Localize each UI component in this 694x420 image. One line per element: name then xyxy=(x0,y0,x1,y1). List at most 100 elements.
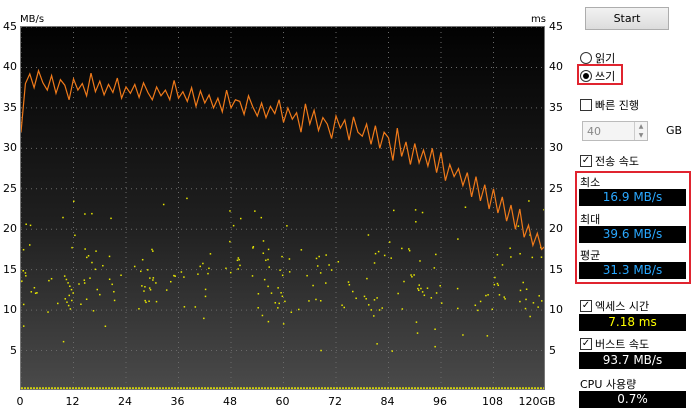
access-time-baseline-point xyxy=(408,387,410,389)
access-time-baseline-point xyxy=(117,387,119,389)
access-time-point xyxy=(391,350,393,352)
y-right-tick-label: 15 xyxy=(549,262,563,276)
access-time-point xyxy=(197,273,199,275)
access-time-baseline-point xyxy=(165,387,167,389)
access-time-point xyxy=(267,320,270,323)
burst-rate-check[interactable]: ✓ xyxy=(580,338,592,350)
access-time-point xyxy=(485,294,487,297)
access-time-point xyxy=(73,200,75,203)
start-button[interactable]: Start xyxy=(585,7,669,30)
access-time-point xyxy=(152,250,154,252)
access-time-point xyxy=(315,298,317,301)
stepper-arrows-icon[interactable]: ▲ ▼ xyxy=(634,122,647,140)
quick-scan-check[interactable] xyxy=(580,99,592,111)
access-time-baseline-point xyxy=(264,387,266,389)
access-time-point xyxy=(414,209,417,211)
transfer-rate-checkbox[interactable]: ✓ 전송 속도 xyxy=(580,153,639,169)
access-time-baseline-point xyxy=(27,387,29,389)
access-time-point xyxy=(72,292,74,294)
access-time-point xyxy=(133,265,136,268)
access-time-baseline-point xyxy=(198,387,200,389)
access-time-baseline-point xyxy=(318,387,320,389)
size-stepper[interactable]: 40 ▲ ▼ xyxy=(582,121,648,141)
access-time-baseline-point xyxy=(495,387,497,389)
access-time-baseline-point xyxy=(471,387,473,389)
access-time-baseline-point xyxy=(390,387,392,389)
access-time-point xyxy=(462,334,464,336)
access-time-baseline-point xyxy=(375,387,377,389)
access-time-baseline-point xyxy=(444,387,446,389)
read-radio-circle[interactable] xyxy=(580,52,592,64)
access-time-baseline-point xyxy=(48,387,50,389)
access-time-point xyxy=(383,254,386,257)
y-right-tick-label: 10 xyxy=(549,303,563,317)
access-time-baseline-point xyxy=(477,387,479,389)
access-time-baseline-point xyxy=(498,387,500,389)
access-time-baseline-point xyxy=(234,387,236,389)
access-time-baseline-point xyxy=(465,387,467,389)
access-time-baseline-point xyxy=(321,387,323,389)
access-time-point xyxy=(238,258,240,261)
access-time-point xyxy=(416,332,419,334)
access-time-point xyxy=(348,284,351,286)
access-time-baseline-point xyxy=(153,387,155,389)
access-time-point xyxy=(325,254,327,256)
transfer-rate-label: 전송 속도 xyxy=(595,155,639,168)
access-time-point xyxy=(417,289,420,292)
write-radio-circle[interactable] xyxy=(580,70,592,82)
size-value: 40 xyxy=(587,125,601,138)
access-time-point xyxy=(315,257,318,260)
access-time-point xyxy=(418,284,420,286)
access-time-point xyxy=(68,294,70,297)
access-time-point xyxy=(532,302,535,304)
y-left-tick-label: 15 xyxy=(3,262,17,276)
access-time-baseline-point xyxy=(204,387,206,389)
access-time-point xyxy=(148,300,150,303)
access-time-point xyxy=(543,208,544,211)
access-time-point xyxy=(312,284,314,287)
write-radio[interactable]: 쓰기 xyxy=(580,68,615,84)
access-time-baseline-point xyxy=(459,387,461,389)
access-time-point xyxy=(24,272,27,274)
access-time-point xyxy=(503,296,505,298)
access-time-point xyxy=(120,274,122,276)
y-left-tick-label: 45 xyxy=(3,20,17,33)
access-time-baseline-point xyxy=(420,387,422,389)
access-time-baseline-point xyxy=(177,387,179,389)
access-time-point xyxy=(202,262,204,265)
y-right-tick-label: 40 xyxy=(549,60,563,74)
access-time-baseline-point xyxy=(489,387,491,389)
access-time-point xyxy=(397,292,399,295)
access-time-point xyxy=(22,325,25,327)
access-time-point xyxy=(252,246,255,248)
access-time-point xyxy=(141,285,143,287)
access-time-point xyxy=(147,269,149,271)
access-time-point xyxy=(504,298,506,300)
access-time-point xyxy=(421,211,424,214)
transfer-rate-check[interactable]: ✓ xyxy=(580,155,592,167)
access-time-point xyxy=(22,303,25,306)
quick-scan-checkbox[interactable]: 빠른 진행 xyxy=(580,97,639,113)
access-time-check[interactable]: ✓ xyxy=(580,300,592,312)
access-time-point xyxy=(144,286,146,288)
x-tick-label: 24 xyxy=(118,395,132,408)
access-time-point xyxy=(498,294,501,296)
access-time-baseline-point xyxy=(324,387,326,389)
access-time-baseline-point xyxy=(240,387,242,389)
access-time-baseline-point xyxy=(288,387,290,389)
access-time-point xyxy=(363,295,366,298)
access-time-baseline-point xyxy=(222,387,224,389)
access-time-checkbox[interactable]: ✓ 엑세스 시간 xyxy=(580,298,649,314)
access-time-baseline-point xyxy=(510,387,512,389)
access-time-point xyxy=(341,304,343,306)
burst-rate-checkbox[interactable]: ✓ 버스트 속도 xyxy=(580,336,649,352)
access-time-baseline-point xyxy=(21,387,23,389)
access-time-point xyxy=(151,248,153,251)
access-time-baseline-point xyxy=(378,387,380,389)
access-time-point xyxy=(113,299,116,302)
read-radio[interactable]: 읽기 xyxy=(580,50,615,66)
access-time-baseline-point xyxy=(366,387,368,389)
access-time-point xyxy=(325,282,327,284)
access-time-point xyxy=(376,343,378,345)
access-time-point xyxy=(426,287,429,289)
